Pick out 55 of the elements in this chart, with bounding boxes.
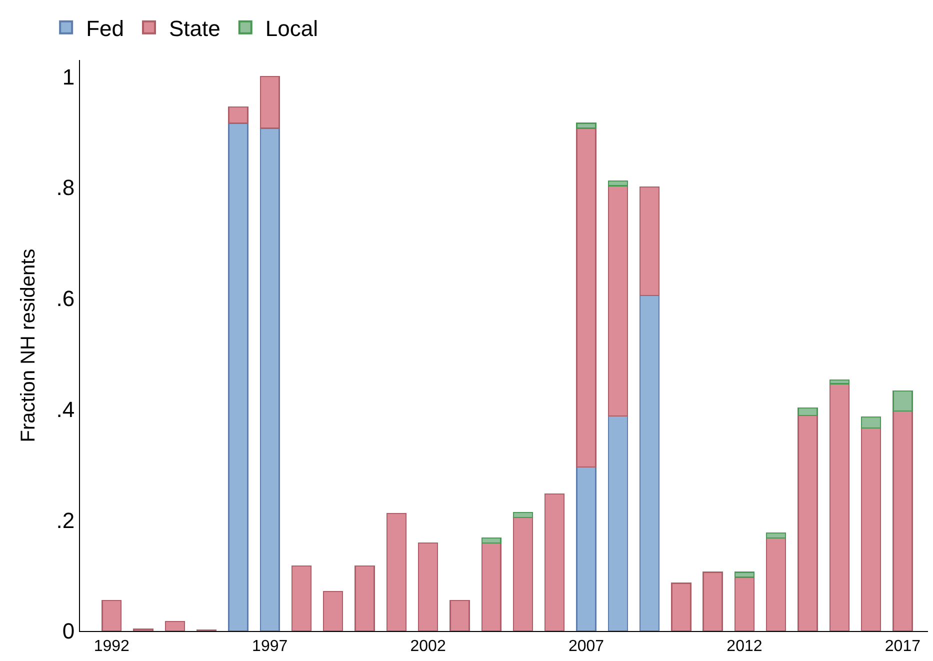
bar	[608, 415, 628, 631]
bar	[766, 532, 786, 538]
bar	[512, 512, 534, 518]
bar	[766, 537, 786, 631]
legend-label: State	[169, 16, 220, 41]
bar	[354, 566, 375, 631]
bar	[639, 186, 660, 296]
x-tick-label: 2002	[410, 638, 446, 656]
bar	[481, 542, 502, 631]
bar	[608, 180, 628, 186]
bar	[860, 428, 882, 631]
x-tick-label: 2007	[568, 638, 604, 656]
bar	[450, 600, 470, 631]
y-tick-label: .8	[56, 175, 75, 200]
y-tick-label: .2	[56, 508, 75, 533]
bar	[386, 512, 407, 631]
legend-label: Local	[265, 16, 318, 41]
bar	[734, 576, 755, 631]
bar	[639, 295, 660, 631]
x-tick-label: 2012	[726, 638, 762, 656]
bar	[481, 537, 502, 544]
bar	[798, 408, 818, 416]
bar	[323, 591, 344, 631]
x-tick-label: 2017	[884, 638, 921, 656]
bar	[260, 76, 280, 129]
bar	[102, 600, 122, 631]
y-tick-label: .6	[56, 286, 75, 312]
bar	[829, 383, 850, 631]
x-tick-label: 1997	[252, 638, 288, 656]
bar	[671, 582, 692, 631]
bar	[860, 416, 882, 429]
bar	[260, 128, 280, 631]
bar	[228, 122, 248, 631]
bar	[228, 106, 248, 124]
bar	[164, 620, 186, 631]
bar	[608, 185, 628, 416]
x-tick-label: 1992	[94, 638, 130, 656]
legend-label: Fed	[86, 16, 124, 41]
bar	[734, 572, 755, 578]
bar	[702, 572, 723, 631]
y-tick-label: .4	[56, 396, 75, 422]
bar	[798, 414, 818, 631]
bar	[576, 466, 596, 631]
bar	[544, 493, 565, 631]
bar	[512, 516, 534, 631]
bar	[576, 122, 596, 129]
bar	[418, 542, 438, 631]
bar	[892, 390, 913, 412]
bar	[892, 410, 913, 631]
bar	[829, 379, 850, 384]
y-tick-label: 0	[62, 618, 75, 644]
bar	[576, 128, 596, 468]
bar	[291, 566, 312, 631]
y-axis-title: Fraction NH residents	[18, 248, 40, 442]
y-tick-label: 1	[62, 64, 75, 90]
